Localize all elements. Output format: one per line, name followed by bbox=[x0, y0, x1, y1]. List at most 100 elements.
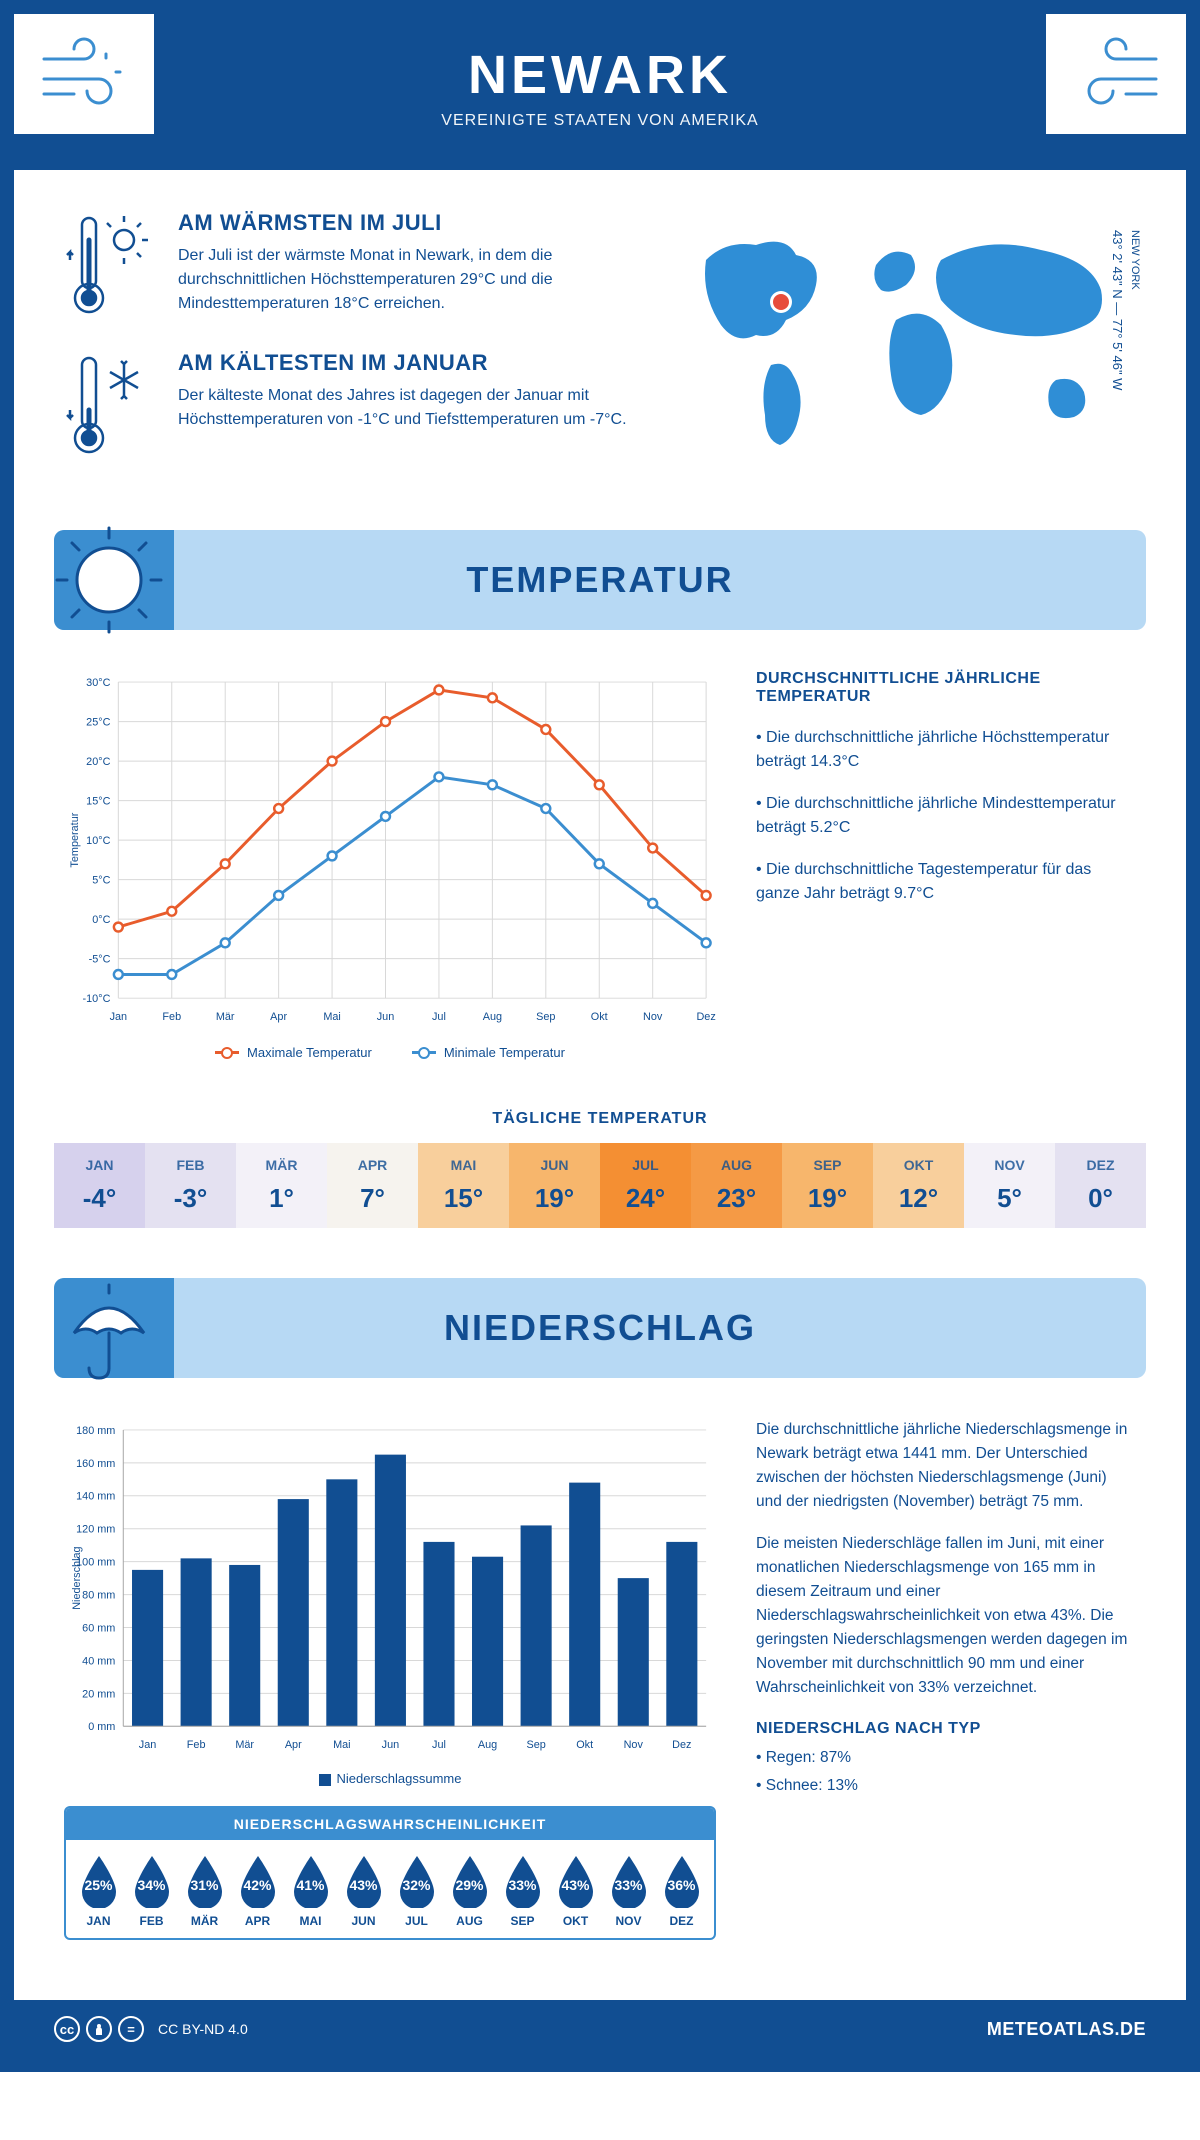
prob-cell: 33% SEP bbox=[498, 1854, 547, 1928]
footer: cc = CC BY-ND 4.0 METEOATLAS.DE bbox=[14, 2000, 1186, 2058]
daily-temp-cell: MÄR1° bbox=[236, 1143, 327, 1228]
svg-text:10°C: 10°C bbox=[86, 835, 110, 847]
svg-text:160 mm: 160 mm bbox=[76, 1458, 115, 1470]
daily-temp-cell: JUN19° bbox=[509, 1143, 600, 1228]
raindrop-icon: 32% bbox=[394, 1854, 440, 1908]
fact-warm-text: Der Juli ist der wärmste Monat in Newark… bbox=[178, 244, 636, 316]
svg-text:180 mm: 180 mm bbox=[76, 1425, 115, 1437]
temperature-banner: TEMPERATUR bbox=[54, 530, 1146, 630]
svg-text:Apr: Apr bbox=[285, 1739, 302, 1751]
svg-text:Aug: Aug bbox=[478, 1739, 497, 1751]
daily-temp-cell: APR7° bbox=[327, 1143, 418, 1228]
raindrop-icon: 33% bbox=[606, 1854, 652, 1908]
temp-chart-legend: Maximale Temperatur Minimale Temperatur bbox=[64, 1045, 716, 1060]
svg-text:Jun: Jun bbox=[377, 1011, 395, 1023]
temperature-section: -10°C-5°C0°C5°C10°C15°C20°C25°C30°CJanFe… bbox=[14, 640, 1186, 1080]
cc-icon: cc bbox=[54, 2016, 80, 2042]
daily-temp-cell: DEZ0° bbox=[1055, 1143, 1146, 1228]
temperature-summary: DURCHSCHNITTLICHE JÄHRLICHE TEMPERATUR •… bbox=[756, 670, 1136, 1060]
svg-text:15°C: 15°C bbox=[86, 796, 110, 808]
raindrop-icon: 29% bbox=[447, 1854, 493, 1908]
raindrop-icon: 43% bbox=[553, 1854, 599, 1908]
header: NEWARK VEREINIGTE STAATEN VON AMERIKA bbox=[14, 14, 1186, 170]
svg-text:5°C: 5°C bbox=[92, 875, 110, 887]
svg-text:Jul: Jul bbox=[432, 1739, 446, 1751]
daily-temp-cell: OKT12° bbox=[873, 1143, 964, 1228]
prob-cell: 29% AUG bbox=[445, 1854, 494, 1928]
thermometer-snow-icon bbox=[64, 350, 154, 460]
fact-cold-text: Der kälteste Monat des Jahres ist dagege… bbox=[178, 384, 636, 432]
license-text: CC BY-ND 4.0 bbox=[158, 2021, 248, 2037]
svg-text:Sep: Sep bbox=[526, 1739, 545, 1751]
precipitation-bar-chart: 0 mm20 mm40 mm60 mm80 mm100 mm120 mm140 … bbox=[64, 1418, 716, 1758]
svg-text:Aug: Aug bbox=[483, 1011, 502, 1023]
svg-text:Okt: Okt bbox=[591, 1011, 608, 1023]
intro-section: AM WÄRMSTEN IM JULI Der Juli ist der wär… bbox=[14, 170, 1186, 520]
svg-text:Jul: Jul bbox=[432, 1011, 446, 1023]
prob-cell: 31% MÄR bbox=[180, 1854, 229, 1928]
fact-warm-title: AM WÄRMSTEN IM JULI bbox=[178, 210, 636, 236]
precipitation-probability-box: NIEDERSCHLAGSWAHRSCHEINLICHKEIT 25% JAN … bbox=[64, 1806, 716, 1940]
raindrop-icon: 41% bbox=[288, 1854, 334, 1908]
raindrop-icon: 25% bbox=[76, 1854, 122, 1908]
svg-text:20 mm: 20 mm bbox=[82, 1688, 115, 1700]
world-map bbox=[676, 210, 1136, 470]
daily-temp-cell: NOV5° bbox=[964, 1143, 1055, 1228]
country-subtitle: VEREINIGTE STAATEN VON AMERIKA bbox=[441, 112, 758, 130]
nd-icon: = bbox=[118, 2016, 144, 2042]
svg-text:Dez: Dez bbox=[696, 1011, 715, 1023]
by-icon bbox=[86, 2016, 112, 2042]
daily-temp-cell: SEP19° bbox=[782, 1143, 873, 1228]
cc-icons: cc = bbox=[54, 2016, 144, 2042]
svg-text:30°C: 30°C bbox=[86, 677, 110, 689]
prob-cell: 32% JUL bbox=[392, 1854, 441, 1928]
svg-text:Jun: Jun bbox=[382, 1739, 400, 1751]
svg-text:Feb: Feb bbox=[187, 1739, 206, 1751]
coordinates: NEW YORK 43° 2' 43" N — 77° 5' 46" W bbox=[1108, 230, 1144, 390]
svg-text:Nov: Nov bbox=[643, 1011, 663, 1023]
daily-temp-cell: AUG23° bbox=[691, 1143, 782, 1228]
svg-text:Mai: Mai bbox=[323, 1011, 341, 1023]
raindrop-icon: 36% bbox=[659, 1854, 705, 1908]
svg-text:Mär: Mär bbox=[235, 1739, 254, 1751]
prob-cell: 36% DEZ bbox=[657, 1854, 706, 1928]
fact-warmest: AM WÄRMSTEN IM JULI Der Juli ist der wär… bbox=[64, 210, 636, 320]
svg-text:25°C: 25°C bbox=[86, 717, 110, 729]
daily-temp-cell: FEB-3° bbox=[145, 1143, 236, 1228]
svg-text:Dez: Dez bbox=[672, 1739, 691, 1751]
svg-text:0 mm: 0 mm bbox=[88, 1721, 115, 1733]
svg-text:Nov: Nov bbox=[624, 1739, 644, 1751]
svg-text:Mai: Mai bbox=[333, 1739, 351, 1751]
svg-text:Mär: Mär bbox=[216, 1011, 235, 1023]
prob-cell: 41% MAI bbox=[286, 1854, 335, 1928]
city-title: NEWARK bbox=[441, 44, 758, 106]
wind-icon bbox=[14, 14, 154, 134]
daily-temp-title: TÄGLICHE TEMPERATUR bbox=[14, 1110, 1186, 1128]
site-credit: METEOATLAS.DE bbox=[987, 2019, 1146, 2040]
prob-cell: 42% APR bbox=[233, 1854, 282, 1928]
prob-cell: 43% OKT bbox=[551, 1854, 600, 1928]
thermometer-sun-icon bbox=[64, 210, 154, 320]
svg-text:20°C: 20°C bbox=[86, 756, 110, 768]
svg-text:Apr: Apr bbox=[270, 1011, 287, 1023]
prob-cell: 33% NOV bbox=[604, 1854, 653, 1928]
precipitation-summary: Die durchschnittliche jährliche Niedersc… bbox=[756, 1418, 1136, 1940]
raindrop-icon: 43% bbox=[341, 1854, 387, 1908]
infographic-page: NEWARK VEREINIGTE STAATEN VON AMERIKA bbox=[0, 0, 1200, 2072]
svg-text:-5°C: -5°C bbox=[89, 954, 111, 966]
svg-text:140 mm: 140 mm bbox=[76, 1491, 115, 1503]
raindrop-icon: 33% bbox=[500, 1854, 546, 1908]
svg-text:Sep: Sep bbox=[536, 1011, 555, 1023]
svg-text:-10°C: -10°C bbox=[83, 993, 111, 1005]
raindrop-icon: 34% bbox=[129, 1854, 175, 1908]
prob-cell: 43% JUN bbox=[339, 1854, 388, 1928]
raindrop-icon: 42% bbox=[235, 1854, 281, 1908]
daily-temperature-table: JAN-4°FEB-3°MÄR1°APR7°MAI15°JUN19°JUL24°… bbox=[54, 1143, 1146, 1228]
precipitation-section: 0 mm20 mm40 mm60 mm80 mm100 mm120 mm140 … bbox=[14, 1388, 1186, 1970]
svg-text:80 mm: 80 mm bbox=[82, 1590, 115, 1602]
daily-temp-cell: JUL24° bbox=[600, 1143, 691, 1228]
fact-coldest: AM KÄLTESTEN IM JANUAR Der kälteste Mona… bbox=[64, 350, 636, 460]
svg-text:Okt: Okt bbox=[576, 1739, 593, 1751]
prob-cell: 34% FEB bbox=[127, 1854, 176, 1928]
svg-text:40 mm: 40 mm bbox=[82, 1655, 115, 1667]
